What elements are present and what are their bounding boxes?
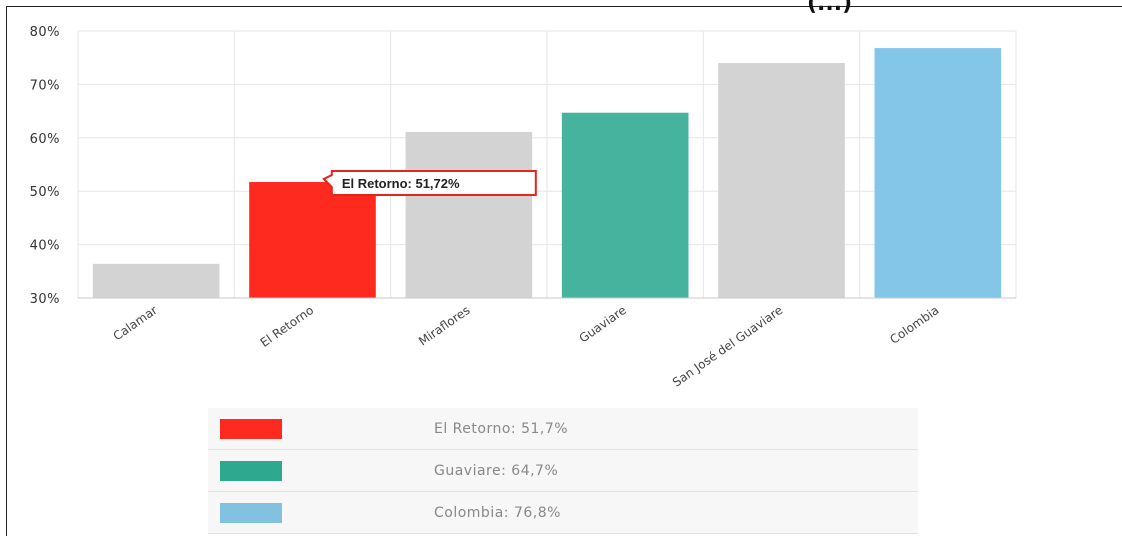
y-tick-label: 70% xyxy=(30,78,60,93)
y-tick-label: 40% xyxy=(30,239,60,254)
y-tick-label: 60% xyxy=(30,132,60,147)
x-tick-label: Colombia xyxy=(887,303,941,347)
x-tick-label: San José del Guaviare xyxy=(670,303,785,390)
y-tick-label: 30% xyxy=(30,292,60,307)
y-tick-label: 80% xyxy=(30,25,60,40)
x-tick-label: El Retorno xyxy=(258,303,317,350)
legend-label: Guaviare: 64,7% xyxy=(434,462,559,479)
tooltip-label: El Retorno: 51,72% xyxy=(342,176,460,191)
chart-frame: (...) xyxy=(6,0,1122,536)
legend-swatch xyxy=(220,418,282,439)
bar-miraflores xyxy=(405,131,533,298)
tooltip: El Retorno: 51,72% xyxy=(322,170,537,197)
tooltip-box xyxy=(322,170,537,197)
legend-swatch xyxy=(220,460,282,481)
legend-label: Colombia: 76,8% xyxy=(434,504,561,521)
legend-row-colombia: Colombia: 76,8% xyxy=(208,492,918,534)
legend-label: El Retorno: 51,7% xyxy=(434,420,569,437)
header-fragment: (...) xyxy=(807,0,853,16)
legend-row-guaviare: Guaviare: 64,7% xyxy=(208,450,918,492)
legend-swatch xyxy=(220,502,282,523)
x-tick-label: Miraflores xyxy=(416,303,473,348)
bar-el-retorno xyxy=(249,182,376,298)
legend: El Retorno: 51,7% Guaviare: 64,7% Colomb… xyxy=(208,408,918,534)
bar-chart: 30% 40% 50% 60% 70% 80% Calamar El Retorno Miraf… xyxy=(30,25,1017,390)
bar-calamar xyxy=(92,263,220,298)
x-tick-label: Guaviare xyxy=(577,303,629,346)
bar-colombia xyxy=(874,48,1002,299)
x-tick-label: Calamar xyxy=(111,303,160,343)
y-tick-label: 50% xyxy=(30,185,60,200)
legend-row-el-retorno: El Retorno: 51,7% xyxy=(208,408,918,450)
bar-guaviare xyxy=(561,112,689,299)
bar-san-jos-del-guaviare xyxy=(718,63,845,298)
